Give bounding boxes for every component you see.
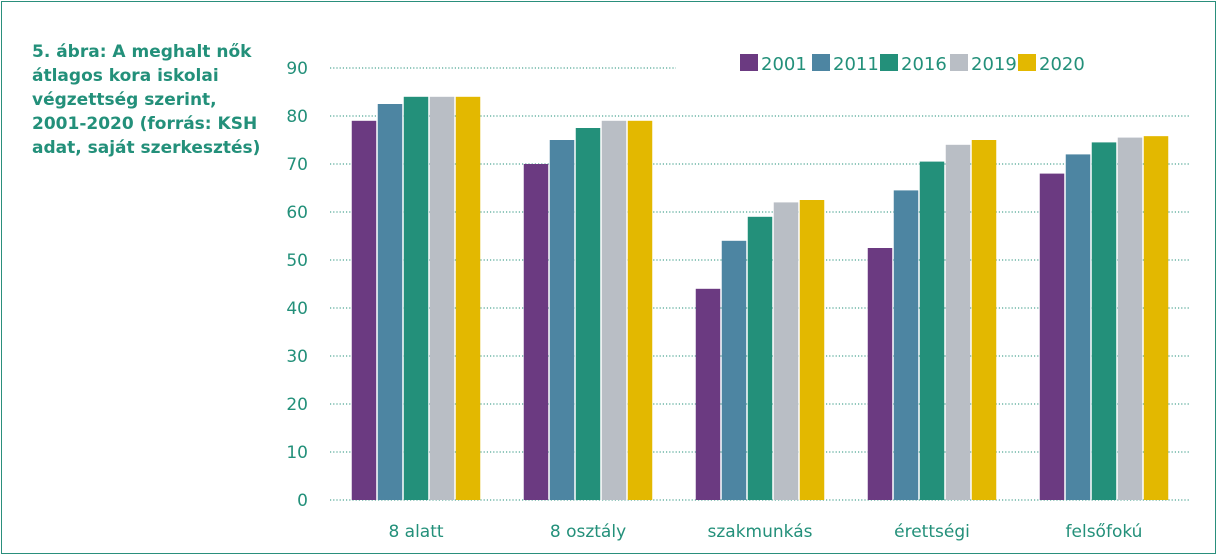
- y-tick-label: 50: [286, 251, 308, 271]
- legend-swatch-2019: [950, 54, 968, 71]
- legend-label-2011: 2011: [833, 54, 879, 75]
- bar-2019-4: [1117, 137, 1143, 500]
- legend-label-2020: 2020: [1039, 54, 1085, 75]
- y-axis-ticks: 0 10 20 30 40 50 60 70 80 90: [286, 59, 308, 511]
- bar-2001-4: [1039, 173, 1065, 500]
- bar-2020-2: [799, 200, 825, 500]
- x-category-label: szakmunkás: [708, 522, 813, 542]
- x-category-label: 8 osztály: [550, 522, 626, 542]
- bar-2019-2: [773, 202, 799, 500]
- y-tick-label: 80: [286, 107, 308, 127]
- figure-caption: 5. ábra: A meghalt nők átlagos kora isko…: [32, 42, 261, 158]
- bar-2001-3: [867, 248, 893, 500]
- bars: [351, 96, 1169, 501]
- y-tick-label: 60: [286, 203, 308, 223]
- bar-2001-0: [351, 120, 377, 501]
- bar-2011-3: [893, 190, 919, 500]
- legend-swatch-2020: [1018, 54, 1036, 71]
- bar-2011-1: [549, 140, 575, 500]
- bar-2016-2: [747, 216, 773, 501]
- bar-2016-0: [403, 96, 429, 501]
- bar-2016-4: [1091, 142, 1117, 500]
- legend-label-2001: 2001: [761, 54, 807, 75]
- bar-2016-3: [919, 161, 945, 500]
- bar-2019-1: [601, 120, 627, 501]
- x-category-label: érettségi: [894, 522, 970, 542]
- x-category-label: felsőfokú: [1066, 522, 1143, 542]
- bar-2019-0: [429, 96, 455, 501]
- legend-swatch-2001: [740, 54, 758, 71]
- y-tick-label: 0: [297, 491, 308, 511]
- bar-2001-2: [695, 288, 721, 500]
- legend-label-2019: 2019: [971, 54, 1017, 75]
- y-tick-label: 20: [286, 395, 308, 415]
- bar-2011-4: [1065, 154, 1091, 500]
- y-tick-label: 90: [286, 59, 308, 79]
- legend: 2001 2011 2016 2019 2020: [740, 54, 1085, 75]
- bar-2020-3: [971, 140, 997, 500]
- bar-2019-3: [945, 144, 971, 501]
- y-tick-label: 40: [286, 299, 308, 319]
- bar-2020-4: [1143, 136, 1169, 500]
- bar-2001-1: [523, 164, 549, 500]
- bar-2020-0: [455, 96, 481, 501]
- legend-swatch-2011: [812, 54, 830, 71]
- x-category-label: 8 alatt: [388, 522, 443, 542]
- y-tick-label: 10: [286, 443, 308, 463]
- bar-2011-2: [721, 240, 747, 501]
- bar-2020-1: [627, 120, 653, 501]
- bar-2011-0: [377, 104, 403, 500]
- legend-label-2016: 2016: [901, 54, 947, 75]
- legend-swatch-2016: [880, 54, 898, 71]
- y-tick-label: 30: [286, 347, 308, 367]
- x-axis-categories: 8 alatt 8 osztály szakmunkás érettségi felső…: [388, 522, 1142, 542]
- bar-2016-1: [575, 128, 601, 500]
- y-tick-label: 70: [286, 155, 308, 175]
